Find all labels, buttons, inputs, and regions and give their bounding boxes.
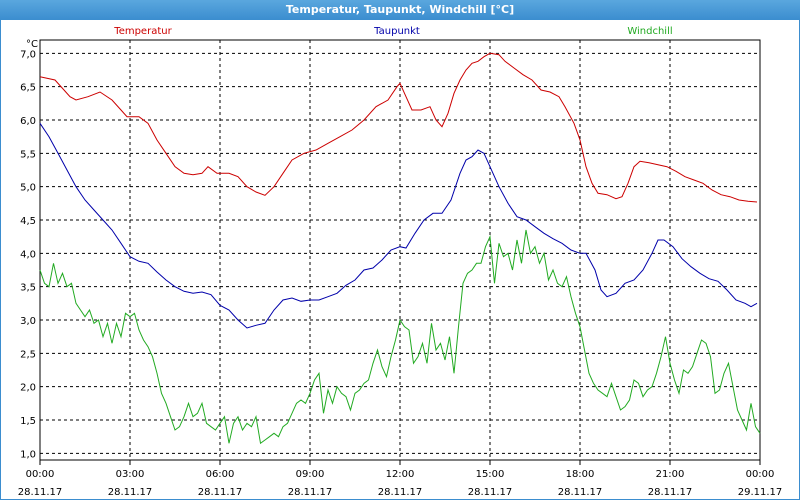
y-tick-label: 2,0 (20, 383, 36, 394)
y-tick-label: 6,0 (20, 116, 36, 127)
grid-layer (40, 40, 760, 460)
x-tick-time-label: 12:00 (386, 469, 415, 480)
y-tick-label: 5,0 (20, 183, 36, 194)
x-tick-date-label: 28.11.17 (288, 487, 333, 498)
x-tick-date-label: 28.11.17 (648, 487, 693, 498)
x-tick-date-label: 28.11.17 (378, 487, 423, 498)
plot-area-border (39, 39, 761, 461)
x-tick-date-label: 28.11.17 (468, 487, 513, 498)
y-tick-label: 6,5 (20, 83, 36, 94)
y-axis-unit-label: °C (26, 39, 38, 50)
y-tick-label: 3,5 (20, 283, 36, 294)
series-line-windchill (39, 229, 761, 445)
x-tick-time-label: 18:00 (566, 469, 595, 480)
y-tick-label: 4,5 (20, 216, 36, 227)
x-tick-date-label: 28.11.17 (198, 487, 243, 498)
x-tick-date-label: 29.11.17 (738, 487, 783, 498)
x-tick-time-label: 15:00 (476, 469, 505, 480)
axis-layer: 7,0 6,5 6,0 5,5 5,0 4,5 4,0 3,5 3,0 2,5 2,0 1,5 1,0 0… (18, 39, 783, 498)
legend-label-temperatur: Temperatur (113, 26, 172, 37)
y-tick-label: 1,5 (20, 416, 36, 427)
x-tick-date-label: 28.11.17 (18, 487, 63, 498)
series-line-taupunkt (39, 123, 758, 329)
legend-label-windchill: Windchill (627, 26, 672, 37)
x-tick-date-label: 28.11.17 (558, 487, 603, 498)
legend-layer: Temperatur Taupunkt Windchill (113, 26, 672, 37)
series-layer (39, 52, 761, 445)
y-tick-label: 7,0 (20, 49, 36, 60)
legend-label-taupunkt: Taupunkt (373, 26, 420, 37)
series-line-temperatur (39, 52, 758, 203)
y-tick-label: 1,0 (20, 449, 36, 460)
chart-title: Temperatur, Taupunkt, Windchill [°C] (0, 0, 800, 20)
x-tick-date-label: 28.11.17 (108, 487, 153, 498)
y-tick-label: 5,5 (20, 149, 36, 160)
x-tick-time-label: 09:00 (296, 469, 325, 480)
x-tick-time-label: 06:00 (206, 469, 235, 480)
y-tick-label: 3,0 (20, 316, 36, 327)
y-tick-label: 4,0 (20, 249, 36, 260)
x-tick-time-label: 00:00 (26, 469, 55, 480)
x-tick-time-label: 00:00 (746, 469, 775, 480)
y-tick-label: 2,5 (20, 349, 36, 360)
x-tick-time-label: 21:00 (656, 469, 685, 480)
x-tick-time-label: 03:00 (116, 469, 145, 480)
